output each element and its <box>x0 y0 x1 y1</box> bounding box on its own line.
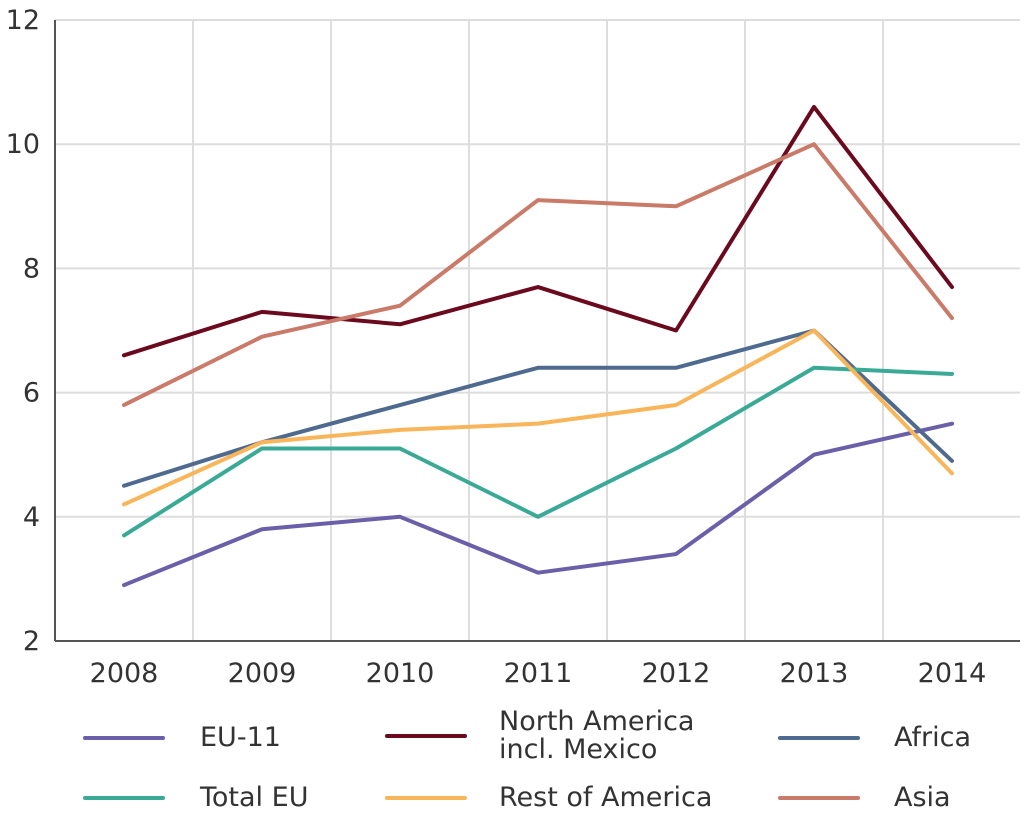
legend-item-north-america: North America incl. Mexico <box>385 708 739 764</box>
series-line-north-america-incl-mexico <box>122 104 954 358</box>
legend-label-africa: Africa <box>894 722 972 753</box>
legend-swatch-asia <box>778 795 860 800</box>
series-lines <box>122 104 954 588</box>
legend: EU-11 North America incl. Mexico Africa … <box>0 700 1024 818</box>
x-tick-label: 2010 <box>366 658 435 689</box>
legend-item-africa: Africa <box>778 724 971 751</box>
line-chart: 2 4 6 8 10 12 2008 2009 2010 2011 2012 2013 2014 <box>6 5 1020 689</box>
axes <box>54 20 1020 642</box>
y-tick-labels: 2 4 6 8 10 12 <box>6 5 40 657</box>
x-tick-label: 2013 <box>780 658 849 689</box>
legend-swatch-africa <box>778 735 860 740</box>
y-tick-label: 12 <box>6 5 40 36</box>
legend-swatch-north-america <box>385 734 467 738</box>
legend-swatch-rest-of-america <box>385 795 467 800</box>
x-tick-label: 2011 <box>504 658 573 689</box>
gridlines <box>55 19 1020 641</box>
x-tick-labels: 2008 2009 2010 2011 2012 2013 2014 <box>90 658 987 689</box>
x-tick-label: 2014 <box>918 658 987 689</box>
legend-item-total-eu: Total EU <box>83 784 308 811</box>
y-tick-label: 6 <box>23 378 40 409</box>
series-line-total-eu <box>122 365 954 538</box>
series-line-asia <box>122 142 954 408</box>
legend-item-rest-of-america: Rest of America <box>385 784 712 811</box>
series-line-rest-of-america <box>122 328 954 507</box>
legend-label-asia: Asia <box>894 782 951 813</box>
x-tick-label: 2008 <box>90 658 159 689</box>
x-tick-label: 2012 <box>642 658 711 689</box>
y-tick-label: 4 <box>23 502 40 533</box>
legend-label-north-america: North America incl. Mexico <box>499 706 695 765</box>
series-line-africa <box>122 328 954 488</box>
legend-swatch-eu-11 <box>83 735 165 740</box>
legend-label-rest-of-america: Rest of America <box>499 782 713 813</box>
y-tick-label: 8 <box>23 253 40 284</box>
x-tick-label: 2009 <box>228 658 297 689</box>
legend-item-asia: Asia <box>778 784 951 811</box>
legend-label-total-eu: Total EU <box>200 782 309 813</box>
legend-item-eu-11: EU-11 <box>83 724 281 751</box>
legend-swatch-total-eu <box>83 795 165 800</box>
y-tick-label: 2 <box>23 626 40 657</box>
y-tick-label: 10 <box>6 129 40 160</box>
legend-label-eu-11: EU-11 <box>200 722 281 753</box>
series-line-eu-11 <box>122 421 954 588</box>
